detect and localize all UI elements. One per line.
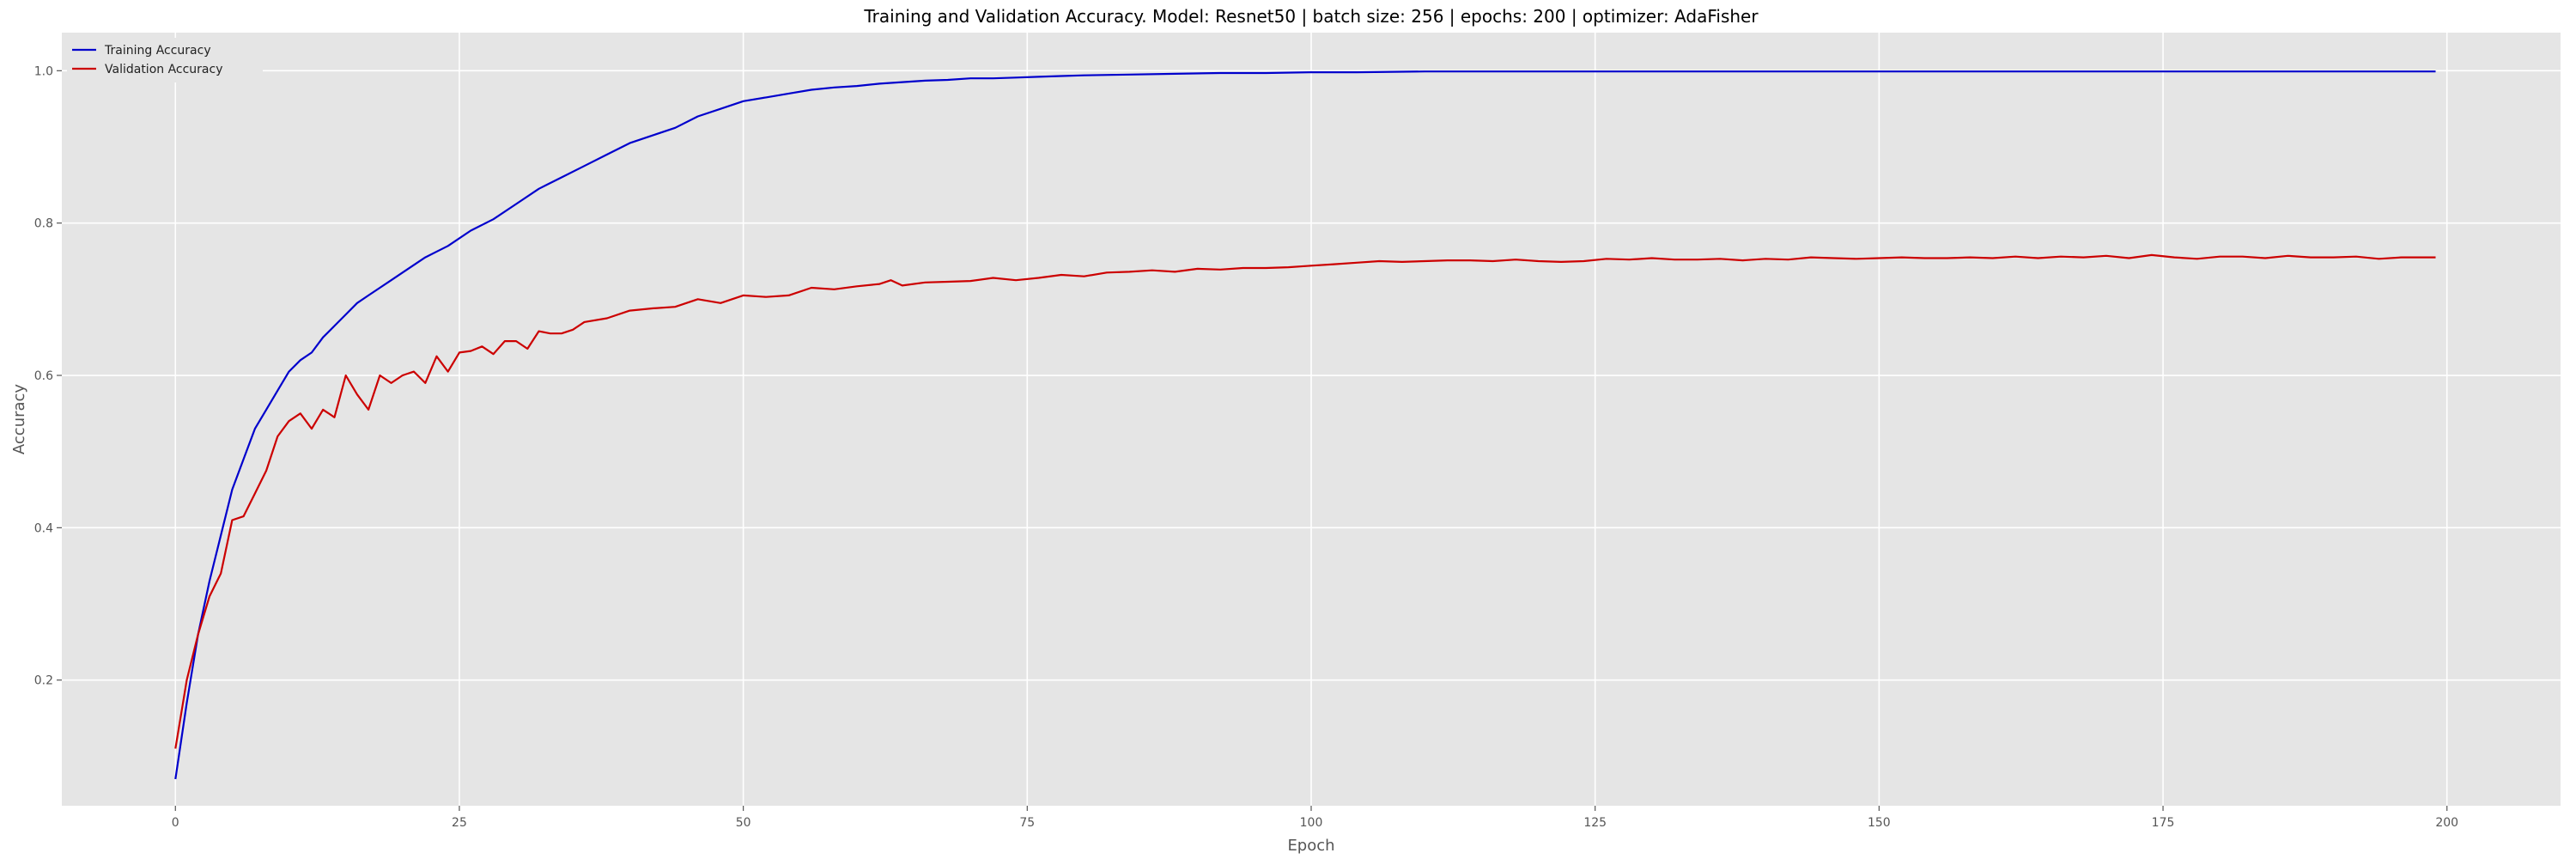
legend-label-validation: Validation Accuracy [105, 63, 223, 76]
x-tick-label: 175 [2152, 816, 2175, 830]
x-tick-label: 100 [1300, 816, 1323, 830]
x-tick-label: 75 [1019, 816, 1035, 830]
grid [62, 33, 2561, 806]
x-tick-label: 125 [1583, 816, 1607, 830]
x-tick-label: 200 [2435, 816, 2458, 830]
chart-title: Training and Validation Accuracy. Model:… [863, 6, 1759, 27]
legend-box [67, 38, 263, 82]
legend: Training Accuracy Validation Accuracy [67, 38, 263, 82]
series-lines [174, 70, 2436, 780]
validation-accuracy-line [174, 253, 2436, 749]
x-tick-label: 50 [736, 816, 751, 830]
legend-label-training: Training Accuracy [104, 44, 211, 58]
y-tick-label: 1.0 [34, 64, 53, 78]
x-tick-label: 150 [1868, 816, 1891, 830]
y-tick-label: 0.4 [34, 521, 53, 535]
y-axis-label: Accuracy [10, 384, 28, 455]
ticks: 0 25 50 75 100 125 150 175 200 0.2 0.4 0.6 0.8 1.0 [34, 64, 2458, 830]
y-tick-label: 0.2 [34, 674, 53, 688]
x-tick-label: 0 [172, 816, 179, 830]
y-tick-label: 0.6 [34, 369, 53, 383]
training-accuracy-line [174, 70, 2436, 780]
x-tick-label: 25 [452, 816, 467, 830]
y-tick-label: 0.8 [34, 217, 53, 231]
x-axis-label: Epoch [1287, 837, 1334, 855]
